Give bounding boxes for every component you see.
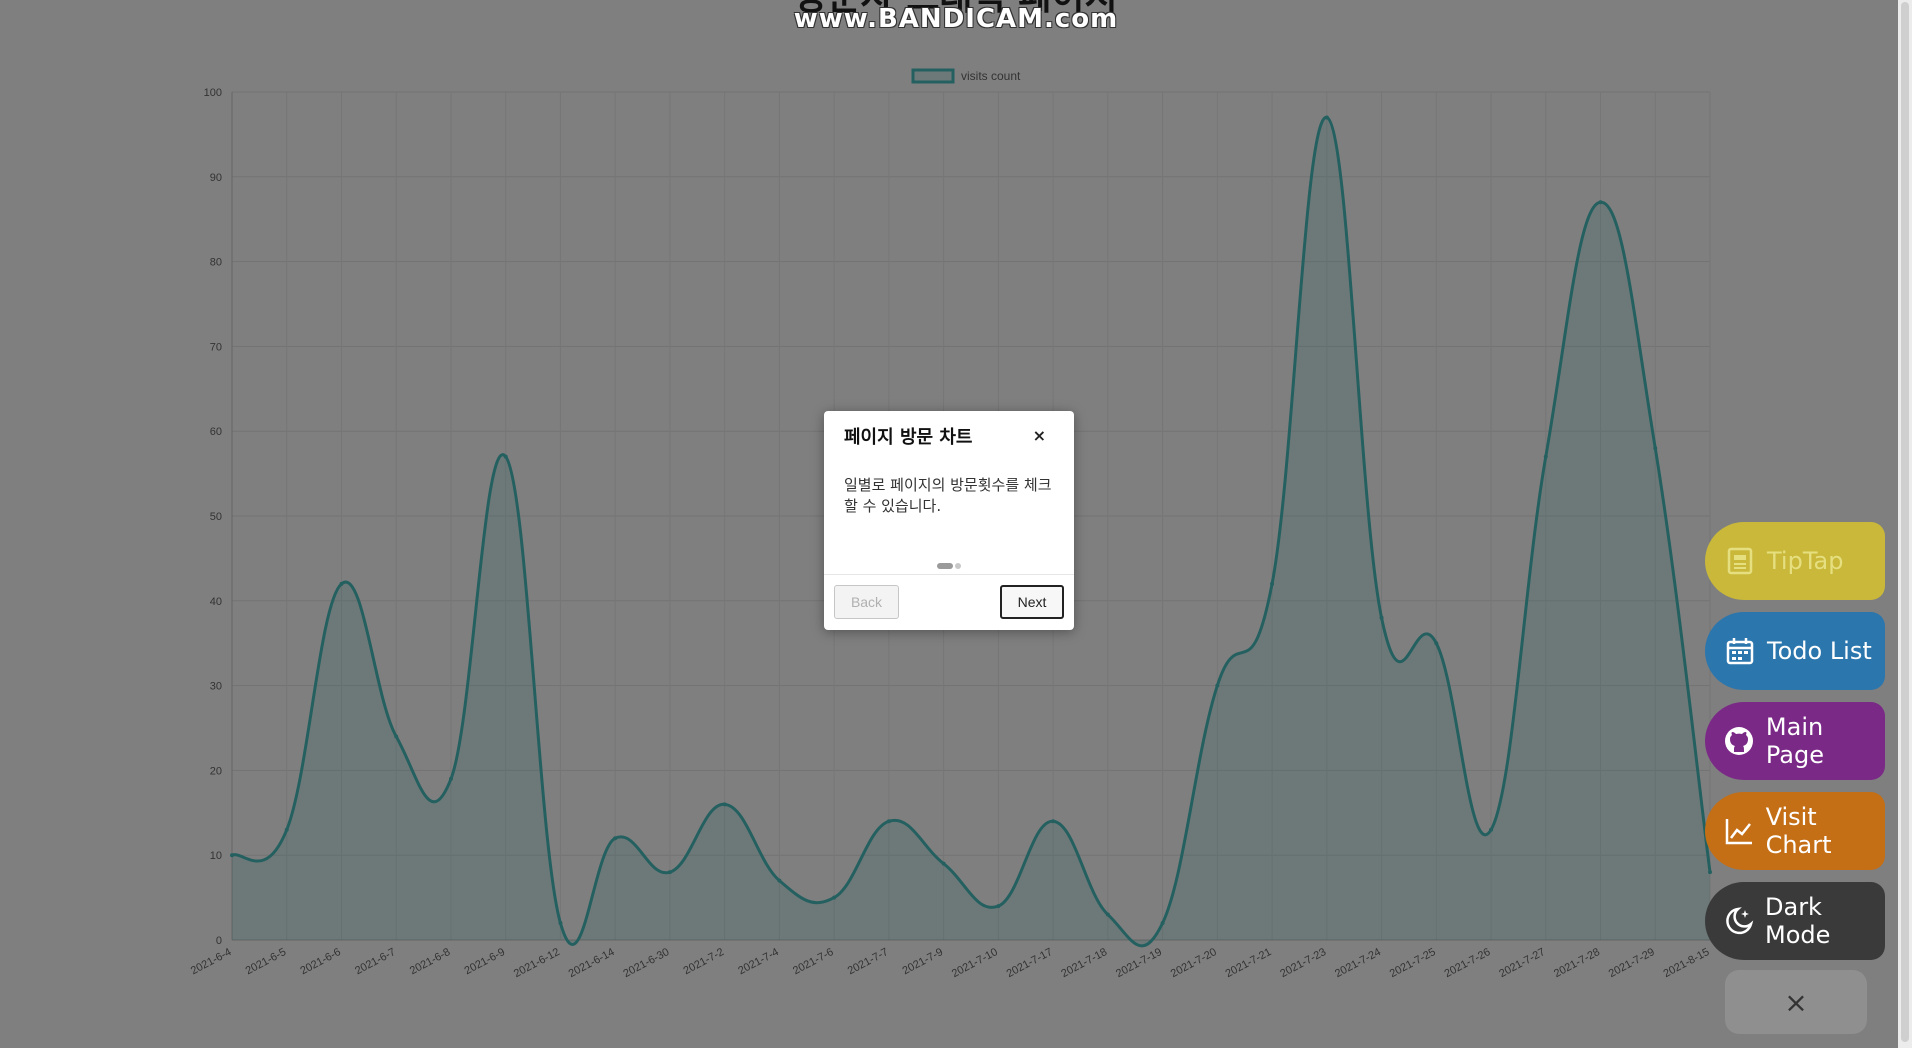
github-icon: [1723, 724, 1756, 758]
step-dot[interactable]: [955, 562, 961, 569]
fab-close-button[interactable]: ×: [1725, 970, 1867, 1034]
step-dot-active[interactable]: [937, 562, 953, 569]
fab-visit-chart-button[interactable]: Visit Chart: [1705, 792, 1885, 870]
tour-description: 일별로 페이지의 방문횟수를 체크할 수 있습니다.: [844, 476, 1052, 515]
fab-tiptap-button[interactable]: TipTap: [1705, 522, 1885, 600]
fab-todo-label: Todo List: [1767, 637, 1872, 665]
fab-tiptap-label: TipTap: [1767, 547, 1844, 575]
tour-title: 페이지 방문 차트: [844, 427, 973, 448]
document-icon: [1723, 544, 1757, 578]
tour-step-indicator: [824, 555, 1074, 574]
fab-visit-chart-label: Visit Chart: [1765, 803, 1832, 859]
scrollbar[interactable]: [1898, 0, 1912, 1048]
next-button[interactable]: Next: [1000, 585, 1064, 619]
tour-popover: 페이지 방문 차트 × 일별로 페이지의 방문횟수를 체크할 수 있습니다. B…: [824, 411, 1074, 630]
scrollbar-thumb[interactable]: [1901, 2, 1909, 1042]
fab-dark-mode-label: Dark Mode: [1765, 893, 1831, 949]
fab-main-page-label: Main Page: [1765, 713, 1825, 769]
close-icon[interactable]: ×: [1032, 426, 1046, 445]
moon-star-icon: [1723, 904, 1755, 938]
fab-dark-mode-button[interactable]: Dark Mode: [1705, 882, 1885, 960]
tour-footer: Back Next: [824, 574, 1074, 631]
back-button[interactable]: Back: [834, 585, 899, 619]
line-chart-icon: [1723, 814, 1756, 848]
calendar-icon: [1723, 634, 1757, 668]
watermark: www.BANDICAM.com: [793, 4, 1119, 34]
fab-main-page-button[interactable]: Main Page: [1705, 702, 1885, 780]
fab-todo-button[interactable]: Todo List: [1705, 612, 1885, 690]
